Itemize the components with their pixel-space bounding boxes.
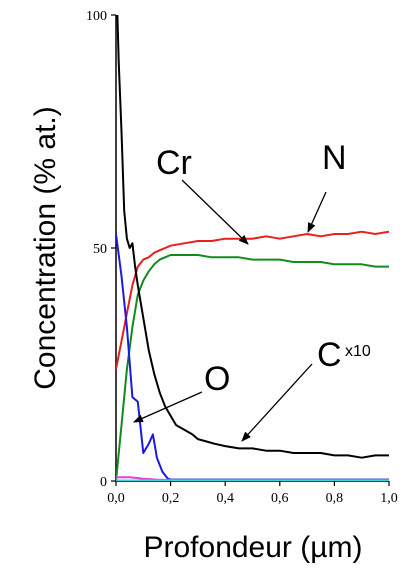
series-line-c <box>116 15 389 459</box>
arrow-n <box>307 191 327 233</box>
x-tick-label: 0,4 <box>216 491 234 506</box>
annotation-o: O <box>204 360 230 398</box>
annotation-n: N <box>322 139 347 177</box>
arrow-o <box>133 391 203 423</box>
x-axis-title: Profondeur (µm) <box>143 531 362 564</box>
x-tick-label: 0,2 <box>162 491 180 506</box>
y-tick-label: 0 <box>100 475 107 490</box>
x-tick-label: 0,6 <box>271 491 289 506</box>
y-tick-label: 50 <box>93 242 107 257</box>
x-tick-label: 0,0 <box>107 491 125 506</box>
y-axis-title: Concentration (% at.) <box>29 106 62 389</box>
series-line-n <box>116 230 389 370</box>
annotation-cr: Cr <box>156 144 192 182</box>
x-tick-label: 1,0 <box>380 491 398 506</box>
annotation-c: C <box>317 336 342 374</box>
arrow-c <box>241 363 313 442</box>
y-tick-label: 100 <box>86 9 107 24</box>
arrow-cr <box>181 179 249 245</box>
series-line-cr <box>116 254 389 481</box>
annotation-c-scale: x10 <box>345 343 371 360</box>
x-tick-label: 0,8 <box>326 491 344 506</box>
